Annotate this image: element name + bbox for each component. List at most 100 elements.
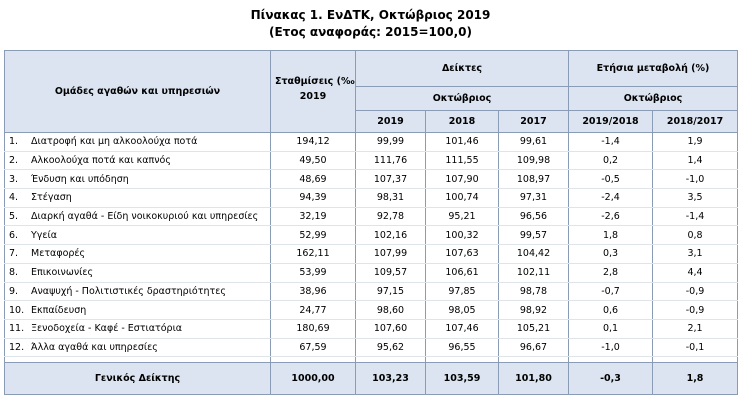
header-weights: Σταθμίσεις (‰) — [270, 50, 356, 87]
cell: 102,11 — [498, 263, 569, 283]
row: 3. Ένδυση και υπόδηση 48,69 107,37 107,90 108… — [4, 169, 739, 190]
cell: 98,31 — [355, 188, 426, 208]
cell: 106,61 — [425, 263, 499, 283]
row: 8. Επικοινωνίες 53,99 109,57 106,61 102,11 2,8… — [4, 263, 739, 283]
total-cell: 101,80 — [498, 362, 569, 396]
row: 4. Στέγαση 94,39 98,31 100,74 97,31 -2,4 3,5 — [4, 188, 739, 208]
row-name: Αλκοολούχα ποτά και καπνός — [31, 155, 171, 167]
total-row: Γενικός Δείκτης 1000,00 103,23 103,59 101,80… — [4, 362, 739, 396]
row-number: 3. — [9, 173, 19, 185]
cell: 52,99 — [270, 225, 356, 246]
cell: 109,98 — [498, 151, 569, 171]
row-number: 6. — [9, 229, 19, 241]
row-label: 11. Ξενοδοχεία - Καφέ - Εστιατόρια — [4, 319, 271, 339]
total-cell: 1000,00 — [270, 362, 356, 396]
cell: -0,9 — [651, 282, 739, 302]
row-number: 8. — [9, 267, 19, 279]
cell: -0,9 — [651, 300, 739, 320]
row: 1. Διατροφή και μη αλκοολούχα ποτά 194,12 9… — [4, 132, 739, 152]
row: 9. Αναψυχή - Πολιτιστικές δραστηριότητες 3… — [4, 282, 739, 302]
row-name: Διατροφή και μη αλκοολούχα ποτά — [31, 136, 198, 148]
cell: 95,62 — [355, 338, 426, 358]
row-name: Αναψυχή - Πολιτιστικές δραστηριότητες — [31, 285, 226, 297]
cell: -1,0 — [651, 169, 739, 190]
cell: 111,76 — [355, 151, 426, 171]
row: 2. Αλκοολούχα ποτά και καπνός 49,50 111,76 1… — [4, 151, 739, 171]
row-label: 10. Εκπαίδευση — [4, 300, 271, 320]
row-label: 12. Άλλα αγαθά και υπηρεσίες — [4, 338, 271, 358]
row-number: 11. — [9, 323, 25, 335]
cell: -0,1 — [651, 338, 739, 358]
cell: 105,21 — [498, 319, 569, 339]
cell: 3,5 — [651, 188, 739, 208]
header-year: 2019 — [355, 110, 426, 133]
cell: -2,4 — [568, 188, 653, 208]
row: 6. Υγεία 52,99 102,16 100,32 99,57 1,8 0,8 — [4, 225, 739, 246]
cell: -2,6 — [568, 207, 653, 227]
row-name: Υγεία — [31, 229, 58, 241]
cell: 111,55 — [425, 151, 499, 171]
gap-cell — [651, 356, 739, 363]
cell: 107,60 — [355, 319, 426, 339]
cell: 100,32 — [425, 225, 499, 246]
cell: 107,63 — [425, 244, 499, 264]
cell: 49,50 — [270, 151, 356, 171]
total-cell: 103,59 — [425, 362, 499, 396]
header-change-month: Οκτώβριος — [567, 86, 739, 111]
total-label: Γενικός Δείκτης — [4, 362, 271, 396]
cell: 0,3 — [568, 244, 653, 264]
cell: 98,05 — [425, 300, 499, 320]
cell: 97,15 — [355, 282, 426, 302]
row-number: 9. — [9, 285, 19, 297]
row-label: 1. Διατροφή και μη αλκοολούχα ποτά — [4, 132, 271, 152]
cell: 98,60 — [355, 300, 426, 320]
row-name: Στέγαση — [31, 192, 72, 204]
row-number: 1. — [9, 136, 19, 148]
cell: 96,55 — [425, 338, 499, 358]
cpi-table: Ομάδες αγαθών και υπηρεσιών Σταθμίσεις (… — [4, 50, 739, 396]
row: 12. Άλλα αγαθά και υπηρεσίες 67,59 95,62 96,… — [4, 338, 739, 358]
cell: 0,8 — [651, 225, 739, 246]
cell: 109,57 — [355, 263, 426, 283]
row-number: 4. — [9, 192, 19, 204]
cell: 53,99 — [270, 263, 356, 283]
cell: 99,61 — [498, 132, 569, 152]
cell: 98,78 — [498, 282, 569, 302]
header-weights-year: 2019 — [270, 86, 356, 133]
cell: 32,19 — [270, 207, 356, 227]
cell: 3,1 — [651, 244, 739, 264]
cell: -0,7 — [568, 282, 653, 302]
cell: 38,96 — [270, 282, 356, 302]
header-change: Ετήσια μεταβολή (%) — [567, 50, 739, 87]
row-name: Επικοινωνίες — [31, 267, 94, 279]
row-name: Άλλα αγαθά και υπηρεσίες — [31, 341, 158, 353]
row-number: 5. — [9, 211, 19, 223]
cell: 107,37 — [355, 169, 426, 190]
cell: 92,78 — [355, 207, 426, 227]
gap — [4, 356, 739, 363]
row-label: 5. Διαρκή αγαθά - Είδη νοικοκυριού και υπ… — [4, 207, 271, 227]
row-name: Ένδυση και υπόδηση — [31, 173, 129, 185]
cell: 0,2 — [568, 151, 653, 171]
row-number: 2. — [9, 155, 19, 167]
cell: 1,8 — [568, 225, 653, 246]
cell: 100,74 — [425, 188, 499, 208]
title: Πίνακας 1. ΕνΔΤΚ, Οκτώβριος 2019 — [250, 8, 491, 22]
cell: 97,31 — [498, 188, 569, 208]
cell: 98,92 — [498, 300, 569, 320]
cell: 101,46 — [425, 132, 499, 152]
row-label: 8. Επικοινωνίες — [4, 263, 271, 283]
cell: 2,8 — [568, 263, 653, 283]
row-label: 3. Ένδυση και υπόδηση — [4, 169, 271, 190]
cell: 194,12 — [270, 132, 356, 152]
row-number: 7. — [9, 248, 19, 260]
header-year: 2017 — [498, 110, 569, 133]
header-year: 2019/2018 — [568, 110, 653, 133]
row-label: 2. Αλκοολούχα ποτά και καπνός — [4, 151, 271, 171]
cell: 107,46 — [425, 319, 499, 339]
cell: 108,97 — [498, 169, 569, 190]
cell: 48,69 — [270, 169, 356, 190]
row-name: Διαρκή αγαθά - Είδη νοικοκυριού και υπηρ… — [31, 211, 259, 223]
row: 7. Μεταφορές 162,11 107,99 107,63 104,42 0,3 3,… — [4, 244, 739, 264]
